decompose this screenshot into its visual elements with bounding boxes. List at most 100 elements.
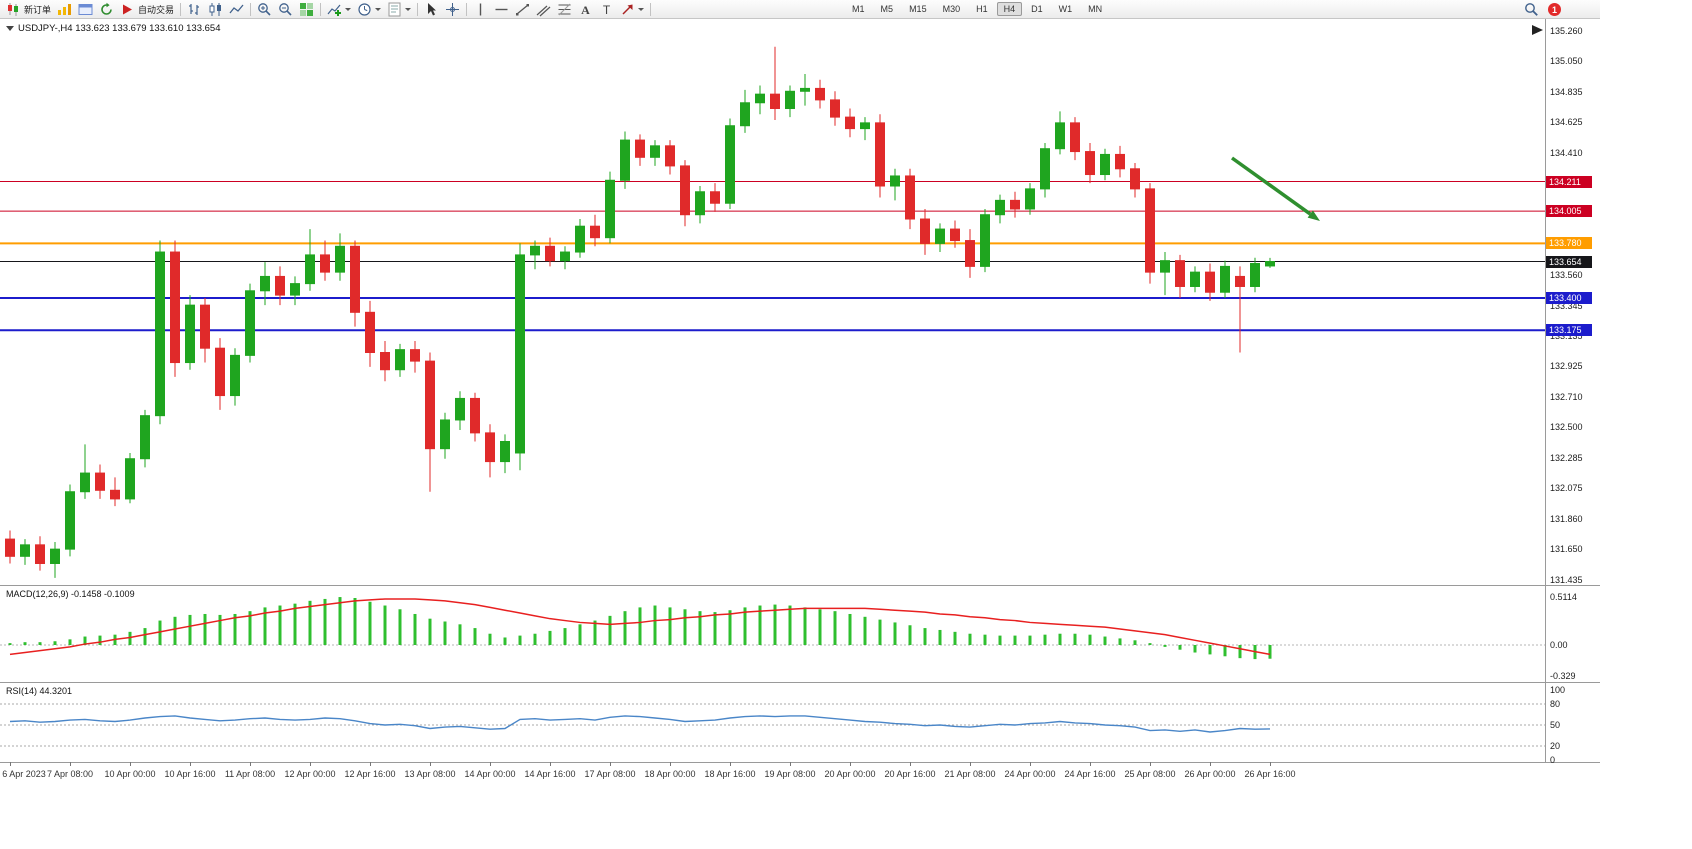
horizontal-line-button[interactable] [492, 1, 511, 18]
search-icon[interactable] [1524, 2, 1539, 17]
date-tick [430, 762, 431, 766]
date-tick-label: 7 Apr 08:00 [46, 769, 94, 779]
fibonacci-icon [557, 2, 572, 17]
indicators-button[interactable] [325, 1, 353, 18]
main-price-chart[interactable] [0, 19, 1546, 585]
price-tick-label: 132.285 [1550, 453, 1583, 463]
macd-histogram [8, 597, 1272, 660]
toolbar-separator [250, 2, 252, 16]
timeframe-toolbar: M1 M5 M15 M30 H1 H4 D1 W1 MN [844, 2, 1110, 16]
timeframe-m5-button[interactable]: M5 [880, 4, 894, 14]
tile-windows-button[interactable] [297, 1, 316, 18]
dropdown-caret-icon[interactable] [375, 7, 382, 11]
tile-windows-icon [299, 2, 314, 17]
current-price-badge: 133.654 [1546, 255, 1592, 268]
date-scale[interactable]: 6 Apr 2023 7 Apr 08:00 10 Apr 00:00 10 Apr … [0, 762, 1546, 790]
zoom-in-button[interactable] [255, 1, 274, 18]
macd-scale-label: 0.5114 [1550, 591, 1577, 602]
templates-button[interactable] [385, 1, 413, 18]
charts-button[interactable] [55, 1, 74, 18]
date-tick [1270, 762, 1271, 766]
date-tick [1030, 762, 1031, 766]
dropdown-caret-icon[interactable] [345, 7, 352, 11]
date-tick [910, 762, 911, 766]
date-tick-label: 19 Apr 08:00 [764, 769, 816, 779]
date-tick-label: 24 Apr 16:00 [1064, 769, 1116, 779]
crosshair-button[interactable] [443, 1, 462, 18]
symbol-expander-icon[interactable] [6, 26, 14, 31]
price-tick-label: 131.435 [1550, 575, 1583, 585]
new-order-button-label: 新订单 [24, 4, 52, 15]
rsi-label: RSI(14) 44.3201 [6, 686, 73, 696]
price-tick-label: 133.345 [1550, 300, 1583, 311]
channel-button[interactable] [534, 1, 553, 18]
timeframe-m15-button[interactable]: M15 [909, 4, 927, 14]
cursor-button[interactable] [422, 1, 441, 18]
zoom-out-icon [278, 2, 293, 17]
price-tick-label: 132.500 [1550, 422, 1583, 433]
level-price-badge-134.211: 134.211 [1546, 175, 1592, 188]
trendline-button[interactable] [513, 1, 532, 18]
date-tick [670, 762, 671, 766]
label-button[interactable]: T [597, 1, 616, 18]
date-tick [130, 762, 131, 766]
date-tick [790, 762, 791, 766]
timeframe-m1-button[interactable]: M1 [852, 4, 865, 14]
trend-arrow-annotation[interactable] [1230, 156, 1320, 221]
timeframe-h4-button[interactable]: H4 [996, 2, 1023, 16]
indicators-icon [327, 2, 342, 17]
vertical-line-button[interactable] [471, 1, 490, 18]
auto-trading-button[interactable]: 自动交易 [118, 1, 176, 18]
bar-chart-mode-button[interactable] [185, 1, 204, 18]
timeframe-h1-button[interactable]: H1 [976, 4, 988, 14]
price-scale[interactable]: 135.260135.050134.835134.625134.410134.1… [1546, 19, 1692, 781]
text-button[interactable]: A [576, 1, 595, 18]
fibonacci-button[interactable] [555, 1, 574, 18]
level-lines[interactable] [0, 181, 1545, 332]
main-toolbar: 新订单 自动交易 A T M1 M5 M15 M30 H1 H4 D1 W1 MN 1 [0, 0, 1600, 19]
chart-window[interactable]: USDJPY-,H4 133.623 133.679 133.610 133.6… [0, 19, 1692, 829]
zoom-out-button[interactable] [276, 1, 295, 18]
dropdown-caret-icon[interactable] [405, 7, 412, 11]
panel-separator[interactable] [0, 682, 1600, 683]
arrows-button[interactable] [618, 1, 646, 18]
date-tick-label: 11 Apr 08:00 [224, 769, 276, 779]
price-tick-label: 135.260 [1550, 26, 1583, 36]
price-tick-label: 131.860 [1550, 514, 1583, 524]
price-tick-label: 132.925 [1550, 361, 1583, 372]
chart-shift-marker-icon[interactable] [1532, 25, 1543, 35]
toolbar-separator [417, 2, 419, 16]
date-tick [370, 762, 371, 766]
timeframe-w1-button[interactable]: W1 [1058, 4, 1073, 14]
candlestick-mode-button[interactable] [206, 1, 225, 18]
rsi-panel[interactable] [0, 683, 1546, 762]
svg-text:T: T [603, 3, 611, 17]
new-order-button[interactable]: 新订单 [4, 1, 53, 18]
candlesticks-icon [208, 2, 223, 17]
date-tick [1090, 762, 1091, 766]
date-tick-label: 12 Apr 16:00 [344, 769, 396, 779]
date-tick-label: 10 Apr 16:00 [164, 769, 216, 779]
vertical-line-icon [473, 2, 488, 17]
refresh-button[interactable] [97, 1, 116, 18]
symbol-info: USDJPY-,H4 133.623 133.679 133.610 133.6… [6, 23, 220, 34]
level-price-badge-134.005: 134.005 [1546, 205, 1592, 218]
date-tick-label: 10 Apr 00:00 [104, 769, 156, 779]
level-price-badge-133.400: 133.400 [1546, 291, 1592, 304]
rsi-scale-label: 20 [1550, 741, 1561, 751]
refresh-icon [99, 2, 114, 17]
line-chart-mode-button[interactable] [227, 1, 246, 18]
timeframe-mn-button[interactable]: MN [1088, 4, 1103, 14]
panel-separator[interactable] [0, 585, 1600, 586]
label-icon: T [599, 2, 614, 17]
timeframe-d1-button[interactable]: D1 [1031, 4, 1043, 14]
macd-scale-label: 0.00 [1550, 640, 1568, 650]
notification-badge[interactable]: 1 [1548, 3, 1561, 16]
date-tick-label: 17 Apr 08:00 [584, 769, 636, 779]
line-chart-icon [229, 2, 244, 17]
dropdown-caret-icon[interactable] [638, 7, 645, 11]
profiles-button[interactable] [76, 1, 95, 18]
periods-button[interactable] [355, 1, 383, 18]
timeframe-m30-button[interactable]: M30 [942, 4, 961, 14]
macd-panel[interactable] [0, 586, 1546, 682]
